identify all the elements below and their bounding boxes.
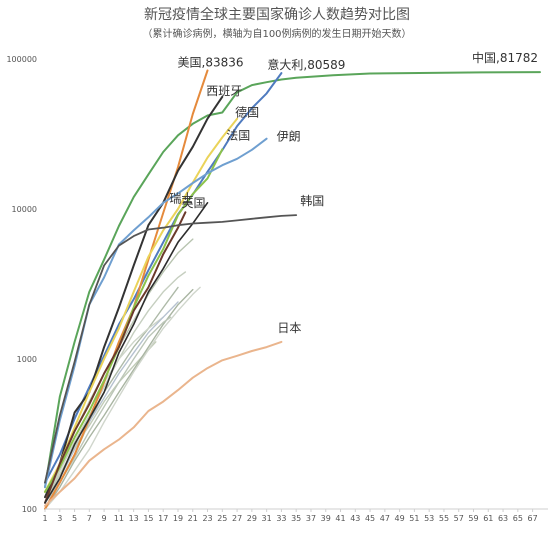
x-tick-label-9: 19	[173, 514, 183, 523]
x-tick-label-5: 11	[114, 514, 124, 523]
series-label-1: 意大利,80589	[267, 57, 345, 72]
chart-subtitle: （累计确诊病例，横轴为自100例病例的发生日期开始天数）	[142, 29, 412, 40]
chart-title: 新冠疫情全球主要国家确诊人数趋势对比图	[144, 7, 410, 23]
x-tick-label-4: 9	[102, 514, 107, 523]
x-tick-label-25: 51	[409, 514, 419, 523]
x-tick-label-6: 13	[129, 514, 139, 523]
series-label-6: 伊朗	[277, 130, 301, 144]
series-line-7	[44, 211, 187, 504]
x-tick-label-15: 31	[262, 514, 272, 523]
x-tick-label-11: 23	[202, 514, 212, 523]
x-tick-label-22: 45	[365, 514, 375, 523]
x-tick-label-18: 37	[306, 514, 316, 523]
y-tick-label-0: 100	[22, 505, 37, 514]
series-label-2: 美国,83836	[178, 56, 244, 70]
series-label-8: 英国	[182, 196, 206, 210]
x-tick-label-13: 27	[232, 514, 242, 523]
series-label-10: 日本	[277, 321, 301, 335]
series-label-9: 韩国	[300, 193, 324, 208]
series-line-5	[44, 148, 224, 493]
x-tick-label-14: 29	[247, 514, 257, 523]
series-label-0: 中国,81782	[472, 50, 538, 65]
series-line-10	[44, 340, 283, 507]
x-tick-label-31: 63	[498, 514, 508, 523]
x-tick-label-17: 35	[291, 514, 301, 523]
x-tick-label-28: 57	[454, 514, 464, 523]
y-tick-label-3: 100000	[6, 55, 37, 64]
x-tick-label-0: 1	[42, 514, 47, 523]
x-tick-label-2: 5	[72, 514, 77, 523]
series-label-3: 西班牙	[206, 84, 242, 98]
x-tick-label-3: 7	[87, 514, 92, 523]
series-label-5: 法国	[226, 128, 250, 142]
series-line-3	[44, 95, 224, 499]
series-label-4: 德国	[235, 105, 259, 120]
x-tick-label-12: 25	[217, 514, 227, 523]
x-tick-label-20: 41	[335, 514, 345, 523]
series-line-15	[44, 301, 179, 510]
x-tick-label-29: 59	[468, 514, 478, 523]
series-label-7: 瑞士	[169, 191, 193, 205]
x-tick-label-26: 53	[424, 514, 434, 523]
x-tick-label-30: 61	[483, 514, 493, 523]
series-line-8	[44, 202, 209, 504]
series-line-18	[44, 286, 201, 510]
y-tick-label-1: 1000	[17, 355, 37, 364]
x-tick-label-24: 49	[395, 514, 405, 523]
x-tick-label-32: 65	[513, 514, 523, 523]
x-tick-label-10: 21	[188, 514, 198, 523]
series-line-17	[44, 288, 194, 510]
x-tick-label-21: 43	[350, 514, 360, 523]
series-line-0	[44, 71, 541, 489]
x-tick-label-7: 15	[143, 514, 153, 523]
x-tick-label-16: 33	[276, 514, 286, 523]
x-tick-label-27: 55	[439, 514, 449, 523]
y-tick-label-2: 10000	[12, 205, 37, 214]
x-tick-label-33: 67	[528, 514, 538, 523]
series-line-9	[44, 214, 298, 484]
x-tick-label-8: 17	[158, 514, 168, 523]
series-line-4	[44, 117, 239, 493]
x-tick-label-1: 3	[57, 514, 62, 523]
x-tick-label-19: 39	[321, 514, 331, 523]
x-tick-label-23: 47	[380, 514, 390, 523]
